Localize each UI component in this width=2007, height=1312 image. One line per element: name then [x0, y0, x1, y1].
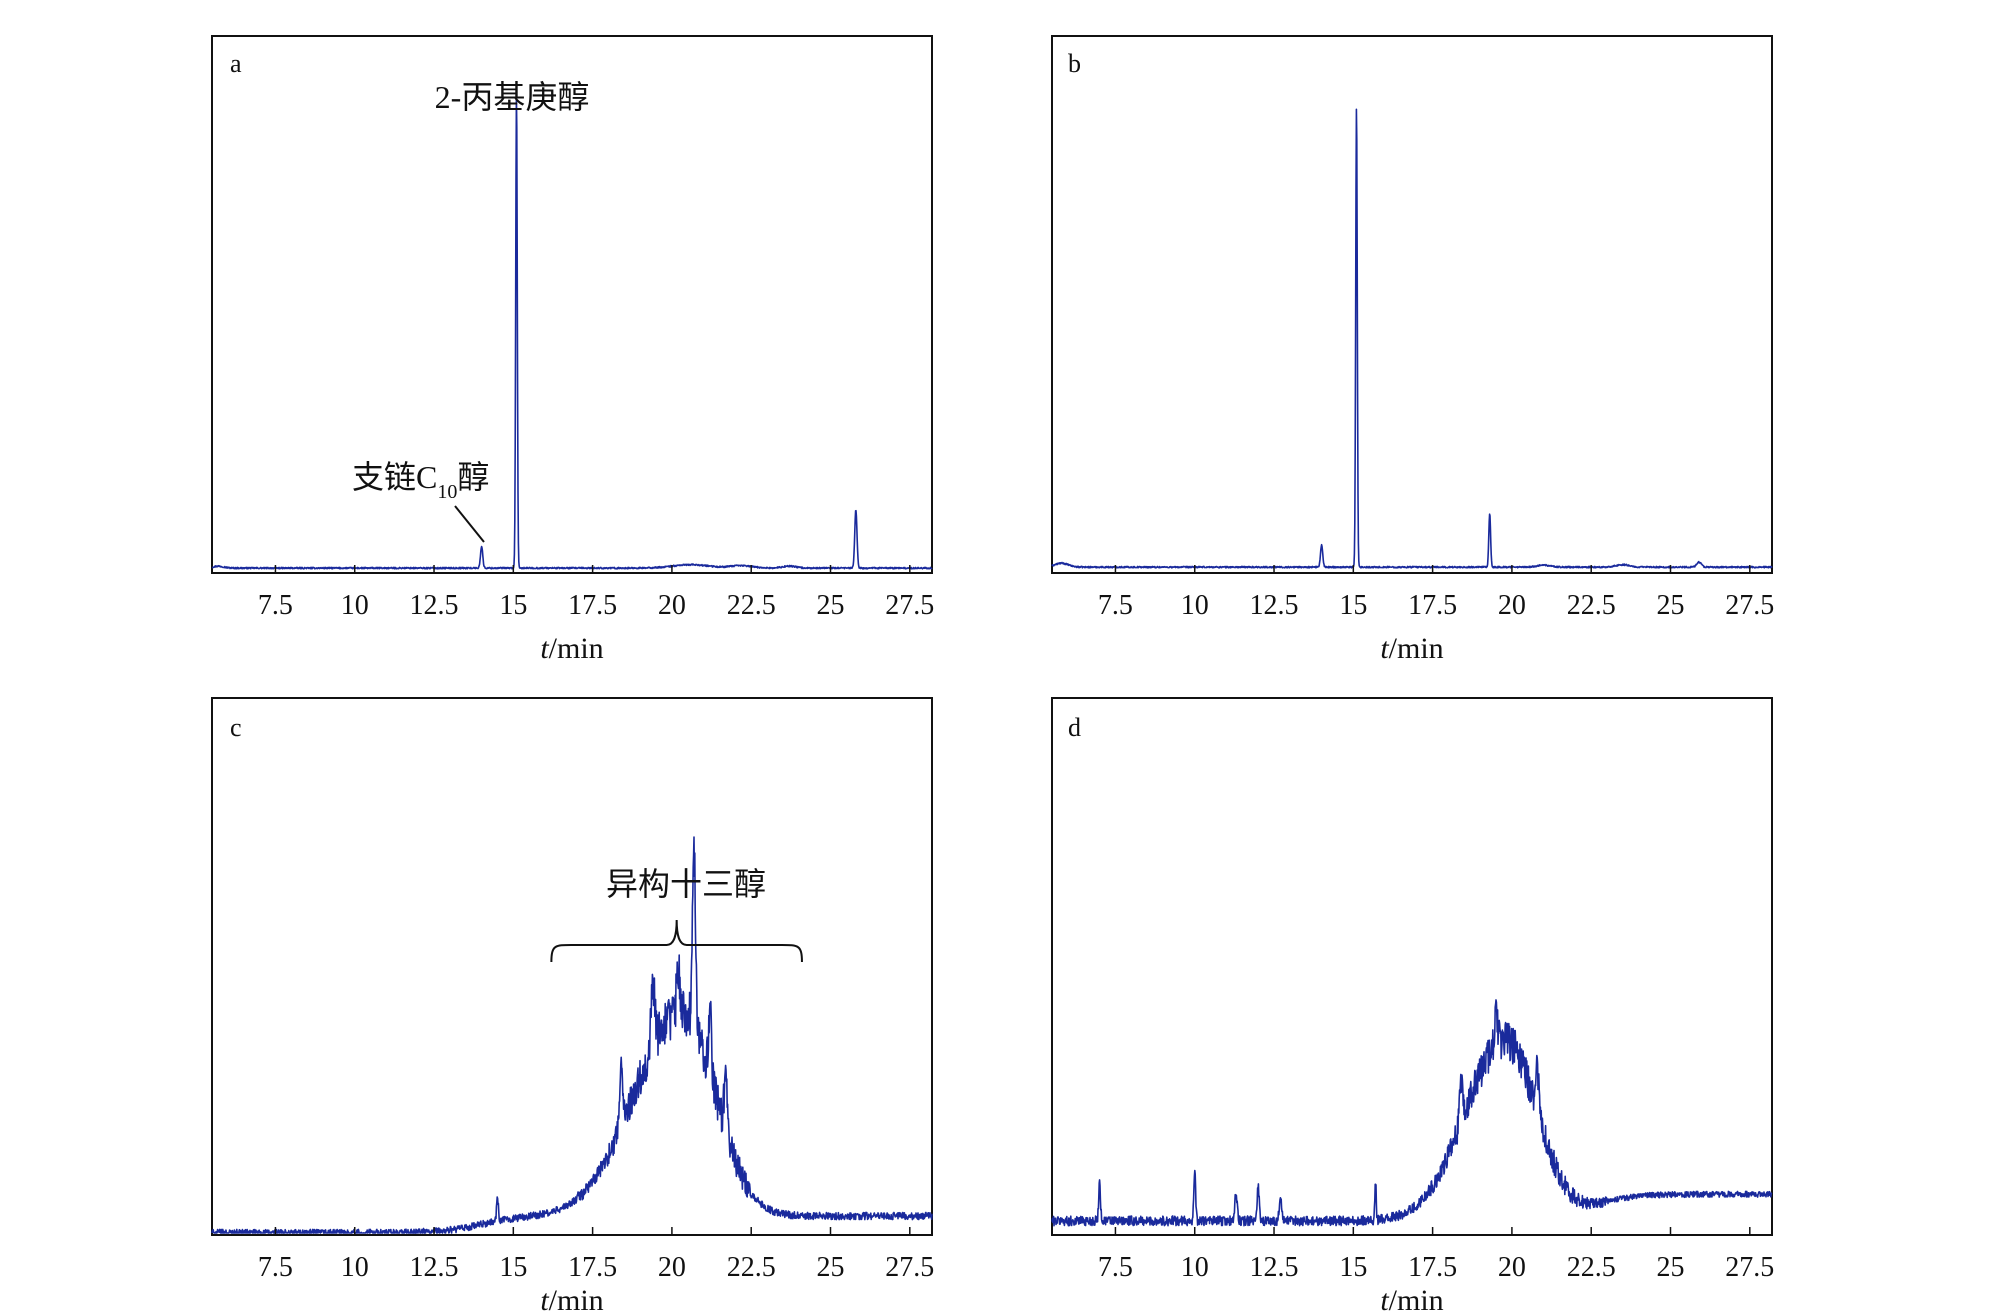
panel-a-x-tick-label-8: 27.5 [885, 590, 934, 621]
panel-c-x-axis-title: t/min [540, 1284, 603, 1312]
panel-a-x-tick-label-2: 12.5 [410, 590, 459, 621]
panel-b-x-ticks: 7.5 10 12.5 15 17.5 20 22.5 25 27.5 [1098, 565, 1774, 621]
panel-a-x-tick-label-4: 17.5 [568, 590, 617, 621]
panel-c-isotridecanol-label: 异构十三醇 [606, 866, 766, 902]
panel-c-x-tick-label-8: 27.5 [885, 1252, 934, 1283]
panel-a-label: a [230, 49, 242, 78]
panel-d-x-tick-label-6: 22.5 [1567, 1252, 1616, 1283]
panel-c-x-tick-label-7: 25 [817, 1252, 845, 1283]
panel-b-x-tick-label-8: 27.5 [1725, 590, 1774, 621]
panel-d-x-tick-label-0: 7.5 [1098, 1252, 1133, 1283]
panel-c-x-tick-label-5: 20 [658, 1252, 686, 1283]
panel-b-frame [1051, 35, 1773, 574]
panel-a-main-peak-label: 2-丙基庚醇 [435, 79, 590, 115]
panel-b-x-tick-label-6: 22.5 [1567, 590, 1616, 621]
panel-d-x-axis-title: t/min [1380, 1284, 1443, 1312]
panel-c-isotridecanol-bracket [550, 919, 803, 963]
panel-a-x-axis-title: t/min [540, 632, 603, 665]
panel-b-x-tick-label-7: 25 [1657, 590, 1685, 621]
panel-c-x-ticks: 7.5 10 12.5 15 17.5 20 22.5 25 27.5 [258, 1227, 934, 1283]
panel-d-frame [1051, 697, 1773, 1236]
panel-a-x-tick-label-1: 10 [341, 590, 369, 621]
panel-b-x-tick-label-2: 12.5 [1250, 590, 1299, 621]
panel-d-trace [1051, 999, 1773, 1227]
panel-d-label: d [1068, 713, 1081, 742]
panel-a-x-tick-label-0: 7.5 [258, 590, 293, 621]
panel-d-x-tick-label-8: 27.5 [1725, 1252, 1774, 1283]
panel-d-x-tick-label-5: 20 [1498, 1252, 1526, 1283]
panel-a-x-tick-label-7: 25 [817, 590, 845, 621]
panel-a-trace [211, 94, 933, 570]
panel-d-x-ticks: 7.5 10 12.5 15 17.5 20 22.5 25 27.5 [1098, 1227, 1774, 1283]
panel-d-x-tick-label-2: 12.5 [1250, 1252, 1299, 1283]
panel-c-trace [211, 836, 933, 1234]
panel-b-label: b [1068, 49, 1081, 78]
panel-c-x-tick-label-6: 22.5 [727, 1252, 776, 1283]
panel-a: a 7.5 10 12.5 15 17.5 20 22.5 25 27.5 t/min 2-丙基… [211, 35, 934, 665]
panel-a-branched-c10-label: 支链C10醇 [352, 459, 489, 503]
panel-b-x-tick-label-1: 10 [1181, 590, 1209, 621]
panel-c-x-tick-label-2: 12.5 [410, 1252, 459, 1283]
panel-a-branched-c10-leader [454, 505, 485, 543]
panel-a-x-tick-label-6: 22.5 [727, 590, 776, 621]
panel-b-x-tick-label-3: 15 [1339, 590, 1367, 621]
panel-d-x-tick-label-3: 15 [1339, 1252, 1367, 1283]
panel-c-label: c [230, 713, 242, 742]
panel-d-x-tick-label-7: 25 [1657, 1252, 1685, 1283]
panel-c-x-tick-label-1: 10 [341, 1252, 369, 1283]
panel-b-x-tick-label-5: 20 [1498, 590, 1526, 621]
panel-d-x-tick-label-4: 17.5 [1408, 1252, 1457, 1283]
panel-b-x-axis-title: t/min [1380, 632, 1443, 665]
panel-b-trace [1051, 108, 1773, 569]
panel-c-x-tick-label-4: 17.5 [568, 1252, 617, 1283]
panel-b-x-tick-label-4: 17.5 [1408, 590, 1457, 621]
panel-c-x-tick-label-0: 7.5 [258, 1252, 293, 1283]
panel-c-x-tick-label-3: 15 [499, 1252, 527, 1283]
panel-a-x-ticks: 7.5 10 12.5 15 17.5 20 22.5 25 27.5 [258, 565, 934, 621]
panel-b: b 7.5 10 12.5 15 17.5 20 22.5 25 27.5 t/min [1051, 35, 1774, 665]
panel-d: d 7.5 10 12.5 15 17.5 20 22.5 25 27.5 t/min [1051, 697, 1774, 1312]
panel-a-x-tick-label-5: 20 [658, 590, 686, 621]
panel-a-x-tick-label-3: 15 [499, 590, 527, 621]
panel-c: c 7.5 10 12.5 15 17.5 20 22.5 25 27.5 t/min 异构十三… [211, 697, 934, 1312]
panel-c-frame [211, 697, 933, 1236]
panel-d-x-tick-label-1: 10 [1181, 1252, 1209, 1283]
panel-a-frame [211, 35, 933, 574]
panel-b-x-tick-label-0: 7.5 [1098, 590, 1133, 621]
